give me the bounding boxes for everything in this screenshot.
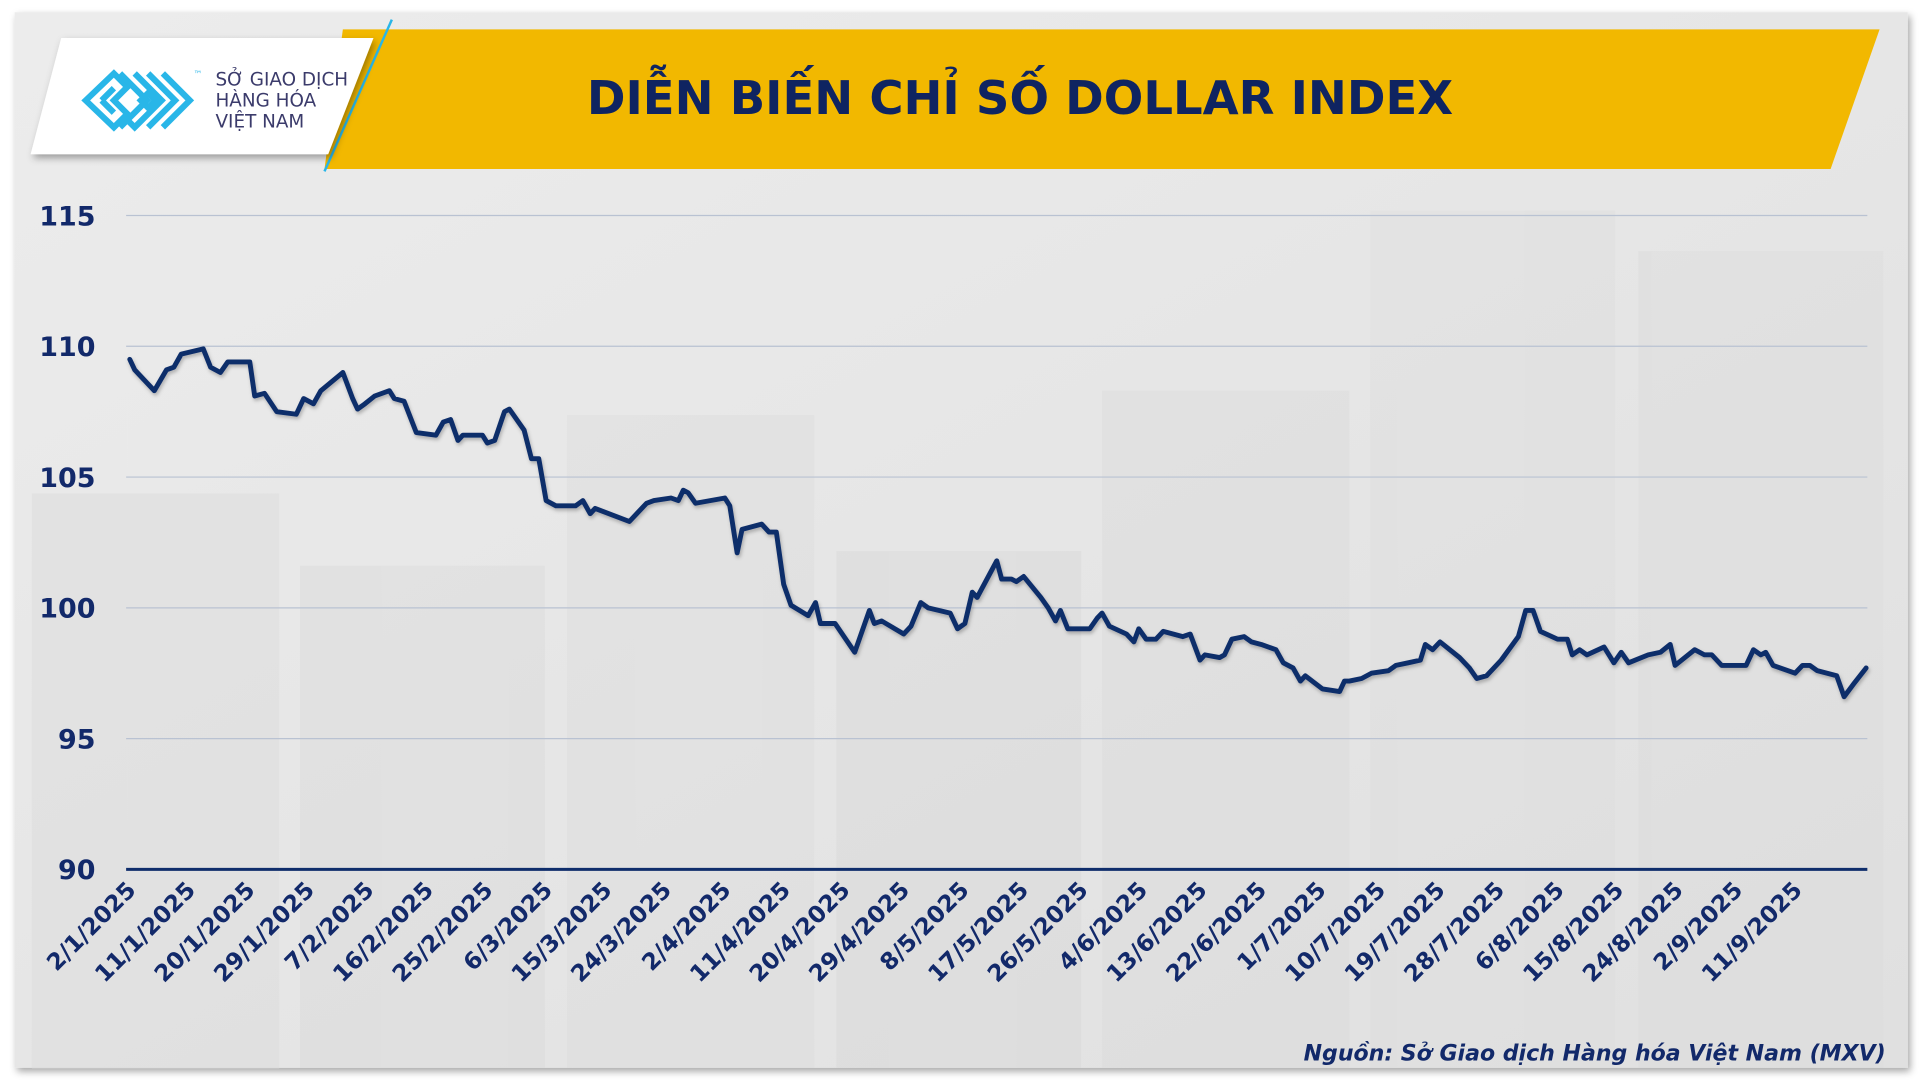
y-tick-label: 100: [39, 594, 95, 625]
title-banner: [324, 29, 1880, 169]
mxv-logo-icon: [81, 69, 195, 132]
dollar-index-line: [127, 346, 1869, 700]
source-note: Nguồn: Sở Giao dịch Hàng hóa Việt Nam (M…: [1304, 1041, 1886, 1066]
y-tick-label: 115: [39, 201, 95, 232]
trademark-symbol: ™: [193, 70, 202, 80]
logo-card: [30, 37, 374, 155]
y-gridlines: [126, 214, 1868, 740]
y-tick-label: 95: [58, 724, 95, 755]
y-axis-labels: 90 95 100 105 110 115: [39, 201, 95, 886]
banner-accent-line: [323, 19, 393, 172]
logo-text-line1: SỞ GIAO DỊCH: [216, 68, 349, 91]
y-tick-label: 110: [39, 332, 95, 363]
slide-background: [14, 12, 1908, 1068]
y-tick-label: 90: [58, 855, 95, 886]
chart-title: DIỄN BIẾN CHỈ SỐ DOLLAR INDEX: [587, 64, 1453, 125]
logo-text-line2: HÀNG HÓA: [216, 90, 317, 112]
logo-text-line3: VIỆT NAM: [216, 110, 305, 132]
y-tick-label: 105: [39, 463, 95, 494]
